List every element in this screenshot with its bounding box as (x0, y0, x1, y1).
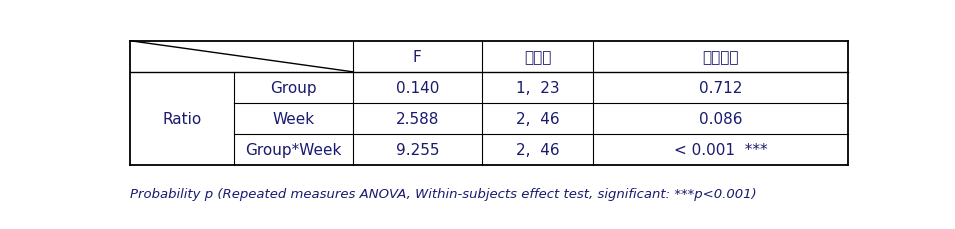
Text: 9.255: 9.255 (395, 142, 439, 157)
Text: < 0.001  ***: < 0.001 *** (674, 142, 768, 157)
Text: 2.588: 2.588 (395, 111, 439, 126)
Text: 0.712: 0.712 (699, 80, 742, 95)
Text: 0.086: 0.086 (699, 111, 742, 126)
Text: Group: Group (270, 80, 317, 95)
Text: Group*Week: Group*Week (245, 142, 342, 157)
Text: 2,  46: 2, 46 (516, 142, 560, 157)
Text: Week: Week (272, 111, 314, 126)
Text: 0.140: 0.140 (395, 80, 439, 95)
Text: 1,  23: 1, 23 (516, 80, 560, 95)
Text: 자유도: 자유도 (524, 49, 551, 65)
Text: 2,  46: 2, 46 (516, 111, 560, 126)
Text: F: F (413, 49, 422, 65)
Text: Probability p (Repeated measures ANOVA, Within-subjects effect test, significant: Probability p (Repeated measures ANOVA, … (131, 187, 757, 200)
Text: Ratio: Ratio (162, 111, 202, 126)
Text: 유의확률: 유의확률 (703, 49, 739, 65)
